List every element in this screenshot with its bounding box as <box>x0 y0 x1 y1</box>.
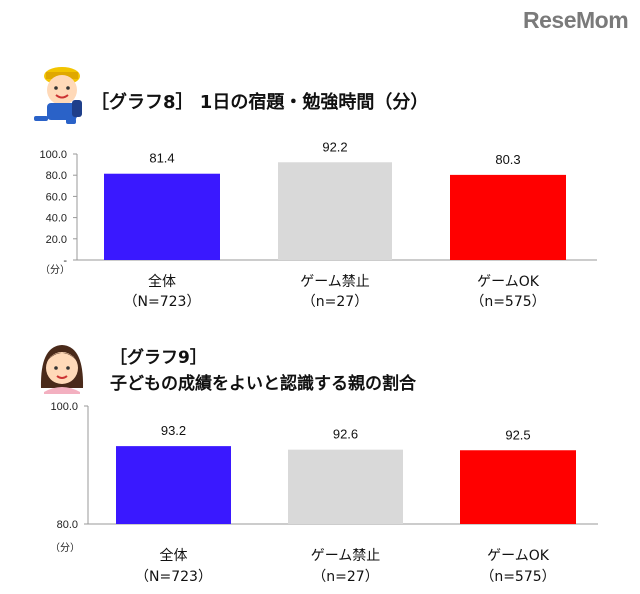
data-label: 92.6 <box>333 427 358 442</box>
y-unit-label: （分） <box>50 542 80 554</box>
category-sublabel: （n=27） <box>312 569 378 585</box>
bar <box>116 446 231 524</box>
category-label: ゲーム禁止 <box>311 548 381 564</box>
y-unit-label: （分） <box>40 264 70 276</box>
y-tick-label: 100.0 <box>50 401 78 413</box>
category-sublabel: （N=723） <box>124 294 201 310</box>
category-label: ゲーム禁止 <box>300 274 370 290</box>
resemom-logo: ReseMom <box>523 7 629 33</box>
bar <box>288 449 403 524</box>
data-label: 92.5 <box>505 427 530 442</box>
y-tick-label: 80.0 <box>46 170 67 182</box>
bar <box>450 174 566 260</box>
bar <box>460 450 576 524</box>
category-label: ゲームOK <box>487 548 550 564</box>
y-tick-label: 100.0 <box>39 149 67 161</box>
chart9: 100.0 80.0 （分） 93.2 全体 （N=723） 92.6 ゲーム禁止 （n=27）… <box>50 401 598 585</box>
category-label: ゲームOK <box>477 274 540 290</box>
category-label: 全体 <box>160 547 188 564</box>
data-label: 81.4 <box>149 151 174 166</box>
y-tick-label: - <box>63 255 67 267</box>
boy-illustration <box>34 67 82 124</box>
category-sublabel: （n=27） <box>302 294 368 310</box>
category-sublabel: （n=575） <box>470 294 545 310</box>
chart9-title: ［グラフ9］ <box>110 348 207 368</box>
bar <box>104 173 220 260</box>
category-label: 全体 <box>148 273 176 290</box>
chart9-subtitle: 子どもの成績をよいと認識する親の割合 <box>110 374 416 394</box>
category-sublabel: （n=575） <box>480 569 555 585</box>
data-label: 80.3 <box>495 152 520 167</box>
y-tick-label: 40.0 <box>46 213 67 225</box>
y-tick-label: 80.0 <box>57 519 78 531</box>
bar <box>278 162 392 260</box>
category-sublabel: （N=723） <box>135 569 212 585</box>
y-tick-label: 20.0 <box>46 234 67 246</box>
chart8: 100.0 80.0 60.0 40.0 20.0 -（分） 81.4 全体 （N=723） 92… <box>39 139 597 310</box>
data-label: 93.2 <box>161 423 186 438</box>
chart8-title: ［グラフ8］ 1日の宿題・勉強時間（分） <box>91 92 429 113</box>
y-tick-label: 60.0 <box>46 191 67 203</box>
girl-illustration <box>40 345 84 394</box>
data-label: 92.2 <box>322 139 347 154</box>
